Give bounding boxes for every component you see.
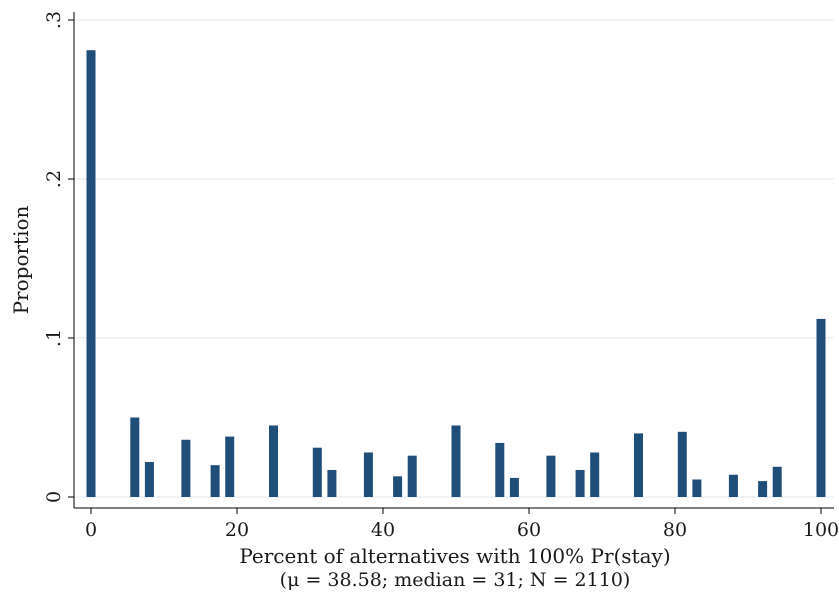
bar-0 <box>86 50 96 498</box>
x-ticks: 0 20 40 60 80 100 <box>85 508 839 541</box>
bar-83 <box>692 479 702 497</box>
bar-38 <box>363 452 373 497</box>
bar-88 <box>728 474 738 497</box>
bar-69 <box>590 452 600 497</box>
bar-42 <box>393 476 403 497</box>
bar-6 <box>130 417 140 497</box>
bar-31 <box>312 447 322 497</box>
bar-19 <box>225 436 235 497</box>
x-tick-label-1: 20 <box>225 519 249 541</box>
y-axis-title: Proportion <box>9 205 33 314</box>
bar-75 <box>634 433 643 497</box>
bar-63 <box>546 455 556 497</box>
bar-56 <box>495 442 505 497</box>
bar-67 <box>575 469 585 497</box>
bar-81 <box>677 431 687 497</box>
bar-92 <box>758 481 768 497</box>
bars <box>86 50 826 498</box>
x-tick-label-4: 80 <box>663 519 687 541</box>
bar-17 <box>210 465 220 497</box>
x-axis-title: Percent of alternatives with 100% Pr(sta… <box>239 544 670 568</box>
bar-13 <box>181 439 191 497</box>
y-tick-label-0: 0 <box>43 491 65 503</box>
bar-94 <box>772 466 782 497</box>
x-tick-label-0: 0 <box>85 519 97 541</box>
bar-58 <box>509 477 519 497</box>
x-tick-label-5: 100 <box>803 519 839 541</box>
bar-44 <box>407 455 417 497</box>
bar-25 <box>269 425 278 497</box>
bar-8 <box>144 462 154 497</box>
bar-50 <box>451 425 461 497</box>
x-tick-label-3: 60 <box>517 519 541 541</box>
y-tick-label-1: .1 <box>43 329 65 347</box>
bar-33 <box>327 469 337 497</box>
x-tick-label-2: 40 <box>371 519 395 541</box>
y-tick-label-2: .2 <box>43 170 65 188</box>
chart-note: (μ = 38.58; median = 31; N = 2110) <box>280 569 631 591</box>
y-ticks: 0 .1 .2 .3 <box>43 11 74 503</box>
bar-100 <box>816 318 826 497</box>
y-tick-label-3: .3 <box>43 11 65 29</box>
